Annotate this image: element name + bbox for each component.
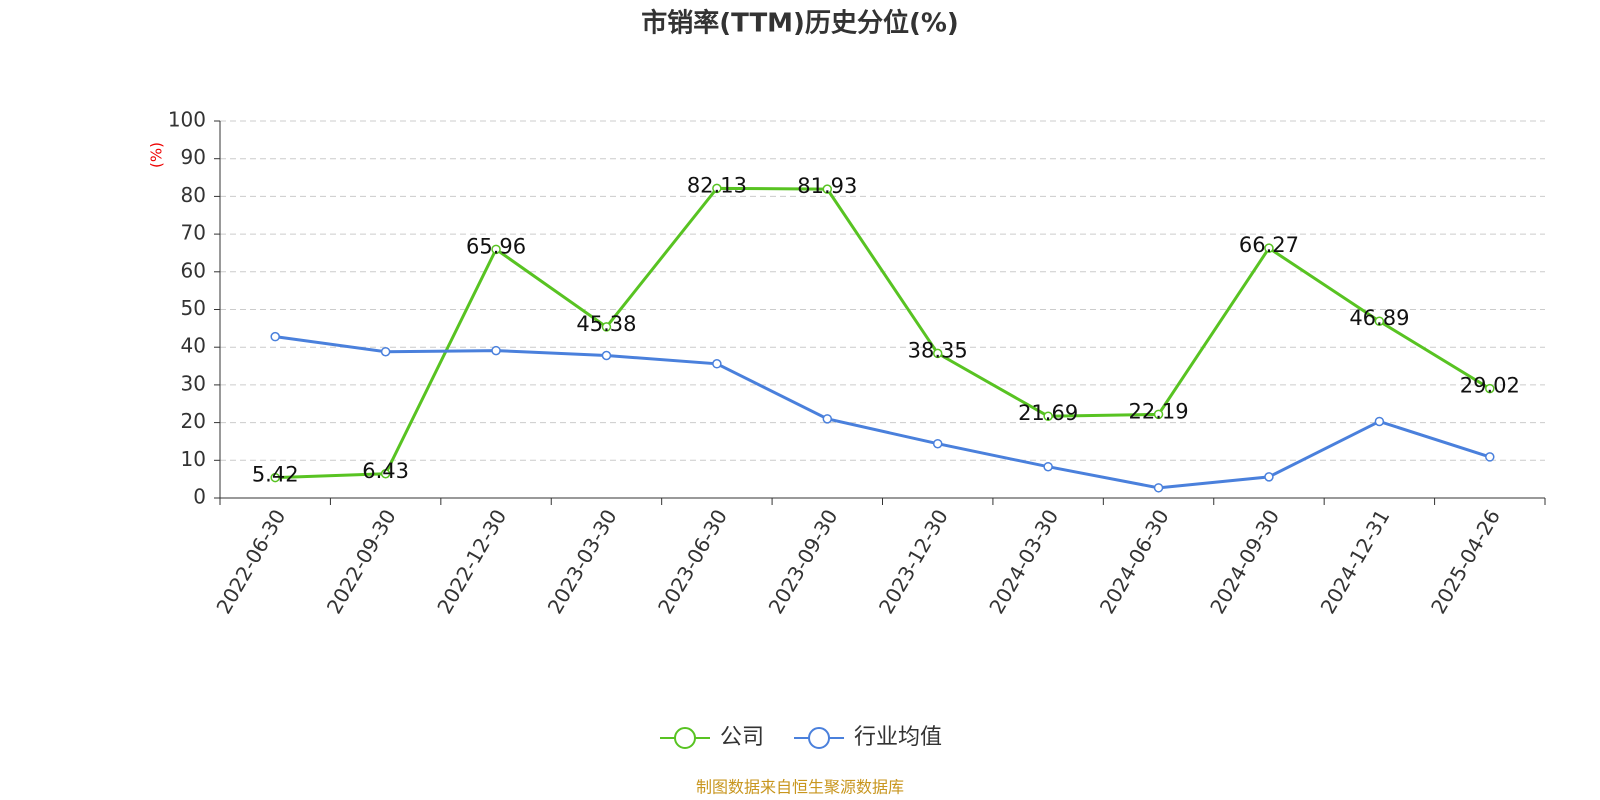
data-point <box>712 183 722 194</box>
x-tick-label: 2022-09-30 <box>322 505 401 618</box>
data-point <box>1153 483 1164 493</box>
data-point <box>1264 472 1274 482</box>
data-point <box>1153 409 1164 420</box>
data-point <box>491 345 501 356</box>
y-tick-label: 60 <box>181 258 206 282</box>
y-tick-label: 20 <box>181 409 206 433</box>
y-tick-label: 100 <box>168 108 206 132</box>
data-point <box>601 322 612 332</box>
data-label: 46.89 <box>1349 306 1409 330</box>
legend-symbol <box>674 727 696 749</box>
data-label: 81.93 <box>797 174 857 198</box>
data-label: 29.02 <box>1460 374 1520 398</box>
data-point <box>932 438 943 449</box>
source-note: 制图数据来自恒生聚源数据库 <box>696 778 904 797</box>
legend-label: 公司 <box>720 725 764 750</box>
data-point <box>1043 411 1053 421</box>
x-tick-label: 2023-03-30 <box>543 505 622 618</box>
y-tick-label: 70 <box>181 221 206 245</box>
data-point <box>491 244 501 255</box>
data-point <box>270 331 280 342</box>
data-label: 65.96 <box>466 234 526 258</box>
x-tick-label: 2024-06-30 <box>1095 505 1174 618</box>
chart-title: 市销率(TTM)历史分位(%) <box>641 8 959 39</box>
y-tick-label: 30 <box>181 371 206 395</box>
legend-label: 行业均值 <box>854 725 942 750</box>
data-label: 45.38 <box>576 312 636 336</box>
y-tick-label: 0 <box>193 485 206 509</box>
data-label: 22.19 <box>1128 399 1188 423</box>
series-line <box>275 335 1491 490</box>
data-point <box>712 359 722 369</box>
x-tick-label: 2023-12-30 <box>874 505 953 618</box>
data-label: 66.27 <box>1239 233 1299 257</box>
x-tick-label: 2024-09-30 <box>1205 505 1284 618</box>
y-tick-label: 90 <box>181 145 206 169</box>
y-tick-label: 80 <box>181 183 206 207</box>
x-tick-label: 2023-09-30 <box>763 505 842 618</box>
data-point <box>270 472 280 483</box>
data-point <box>380 469 391 479</box>
data-point <box>601 350 612 361</box>
y-axis-label: (%) <box>148 142 166 168</box>
data-label: 38.35 <box>908 338 968 362</box>
data-point <box>822 184 833 194</box>
y-tick-label: 50 <box>181 296 206 320</box>
data-label: 82.13 <box>687 173 747 197</box>
data-point <box>1264 243 1274 253</box>
x-tick-label: 2023-06-30 <box>653 505 732 618</box>
data-point <box>380 346 391 357</box>
x-tick-label: 2024-03-30 <box>984 505 1063 618</box>
data-label: 6.43 <box>362 459 409 483</box>
data-point <box>1374 416 1385 427</box>
x-tick-label: 2024-12-31 <box>1316 505 1395 618</box>
data-label: 5.42 <box>252 463 299 487</box>
series-line <box>275 186 1491 480</box>
y-tick-label: 10 <box>181 447 206 471</box>
data-point <box>822 414 833 424</box>
y-tick-label: 40 <box>181 334 206 358</box>
legend-symbol <box>808 727 831 749</box>
data-label: 21.69 <box>1018 401 1078 425</box>
x-tick-label: 2022-06-30 <box>211 505 290 618</box>
data-point <box>932 348 943 359</box>
x-tick-label: 2022-12-30 <box>432 505 511 618</box>
x-tick-label: 2025-04-26 <box>1426 505 1505 618</box>
data-point <box>1485 452 1495 462</box>
data-point <box>1374 316 1385 326</box>
data-point <box>1485 383 1495 394</box>
data-point <box>1043 461 1053 472</box>
